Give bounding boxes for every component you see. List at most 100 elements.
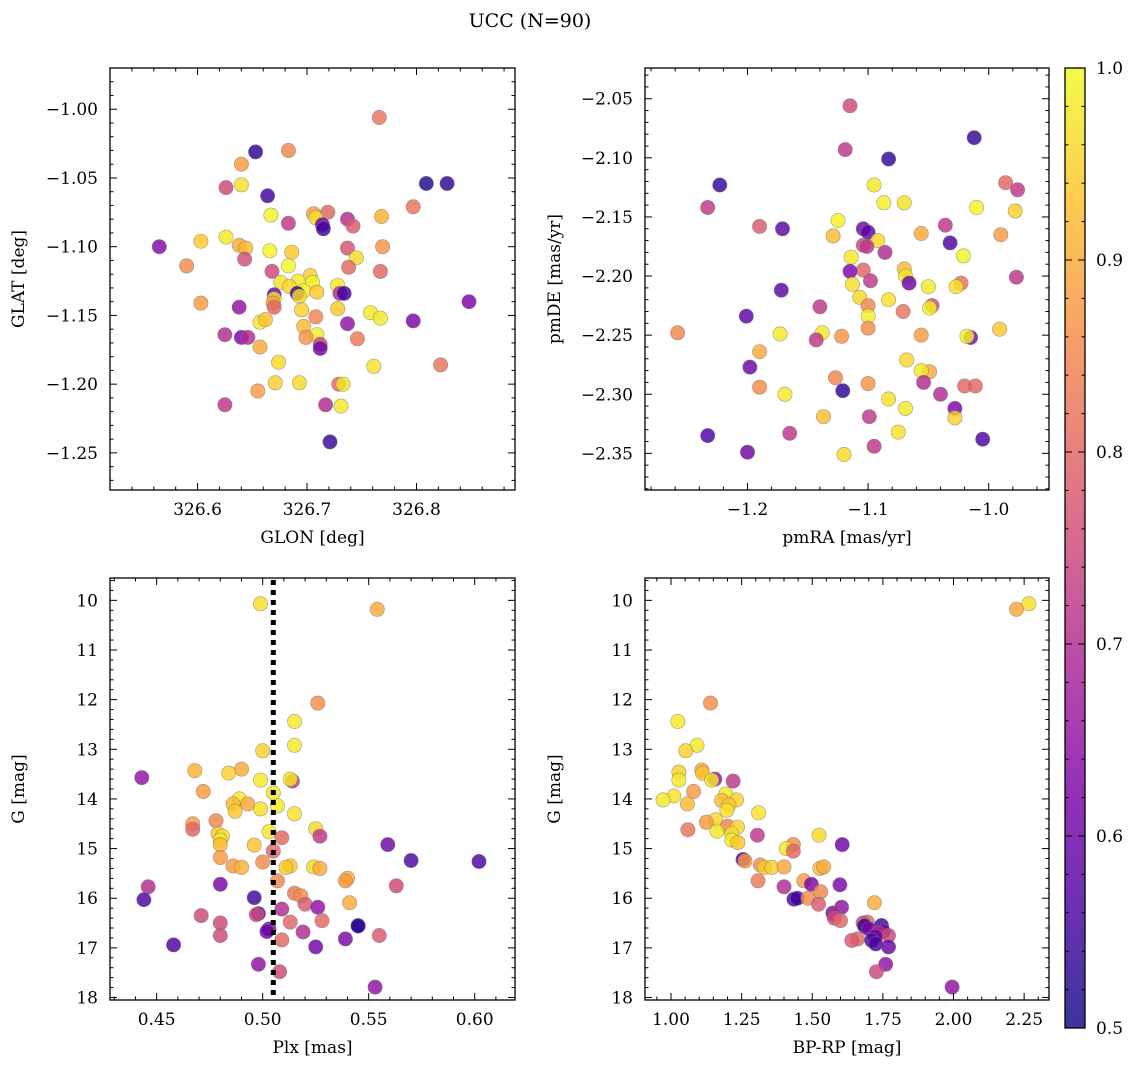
scatter-point xyxy=(134,770,150,786)
y-tick-label: 10 xyxy=(76,591,98,611)
scatter-point xyxy=(233,156,249,172)
y-tick-label: −2.10 xyxy=(581,149,633,169)
scatter-point xyxy=(315,221,331,237)
y-tick-label: 16 xyxy=(611,889,633,909)
scatter-point xyxy=(844,276,860,292)
y-tick-label: −2.25 xyxy=(581,326,633,346)
scatter-point xyxy=(719,802,735,818)
scatter-point xyxy=(274,830,290,846)
scatter-point xyxy=(367,979,383,995)
x-tick-label: 1.75 xyxy=(864,1010,902,1030)
scatter-point xyxy=(704,772,720,788)
colorbar-tick-label: 0.7 xyxy=(1096,635,1123,655)
colorbar-tick-label: 0.6 xyxy=(1096,827,1123,847)
scatter-point xyxy=(959,328,975,344)
scatter-point xyxy=(193,908,209,924)
y-tick-label: 12 xyxy=(76,691,98,711)
scatter-point xyxy=(371,110,387,126)
scatter-point xyxy=(136,892,152,908)
scatter-point xyxy=(297,896,313,912)
scatter-point xyxy=(166,937,182,953)
scatter-point xyxy=(932,386,948,402)
scatter-point xyxy=(881,292,897,308)
scatter-point xyxy=(234,761,250,777)
x-tick-label: −1.1 xyxy=(847,500,888,520)
x-tick-label: 326.6 xyxy=(173,500,222,520)
scatter-point xyxy=(860,376,876,392)
scatter-point xyxy=(375,239,391,255)
scatter-point xyxy=(844,932,860,948)
scatter-point xyxy=(366,358,382,374)
scatter-point xyxy=(218,180,234,196)
scatter-point xyxy=(737,853,753,869)
scatter-point xyxy=(280,258,296,274)
scatter-point xyxy=(750,873,766,889)
scatter-point xyxy=(830,213,846,229)
scatter-point xyxy=(700,428,716,444)
scatter-point xyxy=(868,964,884,980)
points-group xyxy=(134,596,487,995)
scatter-point xyxy=(842,98,858,114)
y-tick-label: 17 xyxy=(76,939,98,959)
scatter-point xyxy=(955,248,971,264)
scatter-point xyxy=(341,259,357,275)
y-tick-label: 18 xyxy=(611,989,633,1009)
colorbar-tick-label: 0.5 xyxy=(1096,1019,1123,1039)
scatter-point xyxy=(318,397,334,413)
scatter-point xyxy=(993,227,1009,243)
scatter-point xyxy=(349,331,365,347)
scatter-point xyxy=(860,320,876,336)
scatter-point xyxy=(257,312,273,328)
y-tick-label: −1.20 xyxy=(46,375,98,395)
scatter-point xyxy=(896,195,912,211)
scatter-point xyxy=(295,924,311,940)
scatter-point xyxy=(291,375,307,391)
scatter-point xyxy=(372,263,388,279)
x-tick-label: 1.25 xyxy=(723,1010,761,1030)
scatter-point xyxy=(776,859,792,875)
scatter-point xyxy=(862,273,878,289)
scatter-point xyxy=(967,378,983,394)
scatter-point xyxy=(388,878,404,894)
x-axis-label: pmRA [mas/yr] xyxy=(782,528,911,548)
scatter-point xyxy=(264,263,280,279)
scatter-point xyxy=(866,895,882,911)
scatter-point xyxy=(859,239,875,255)
colorbar-tick-label: 0.9 xyxy=(1096,251,1123,271)
scatter-point xyxy=(286,713,302,729)
scatter-point xyxy=(250,956,266,972)
scatter-point xyxy=(212,849,228,865)
scatter-point xyxy=(179,258,195,274)
scatter-point xyxy=(403,852,419,868)
scatter-point xyxy=(372,310,388,326)
y-tick-label: 15 xyxy=(611,840,633,860)
scatter-point xyxy=(380,837,396,853)
scatter-point xyxy=(339,316,355,332)
y-tick-label: 12 xyxy=(611,691,633,711)
scatter-point xyxy=(345,218,361,234)
scatter-point xyxy=(895,303,911,319)
scatter-point xyxy=(709,823,725,839)
scatter-point xyxy=(218,229,234,245)
y-tick-label: −1.10 xyxy=(46,238,98,258)
scatter-point xyxy=(899,352,915,368)
scatter-point xyxy=(969,200,985,216)
scatter-point xyxy=(861,409,877,425)
scatter-point xyxy=(255,854,271,870)
scatter-point xyxy=(193,233,209,249)
y-tick-label: −1.15 xyxy=(46,306,98,326)
scatter-point xyxy=(877,244,893,260)
scatter-point xyxy=(248,144,264,160)
scatter-point xyxy=(246,837,262,853)
scatter-point xyxy=(679,796,695,812)
scatter-point xyxy=(280,143,296,159)
x-tick-label: 0.45 xyxy=(138,1010,176,1030)
axes-frame xyxy=(109,577,516,1001)
scatter-point xyxy=(212,837,228,853)
scatter-point xyxy=(890,424,906,440)
scatter-point xyxy=(738,308,754,324)
panel-glon-glat: 326.6 326.7 326.8 −1.25 −1.20 −1.15 −1.10 −1.05… xyxy=(9,67,516,548)
scatter-point xyxy=(308,939,324,955)
scatter-point xyxy=(698,814,714,830)
